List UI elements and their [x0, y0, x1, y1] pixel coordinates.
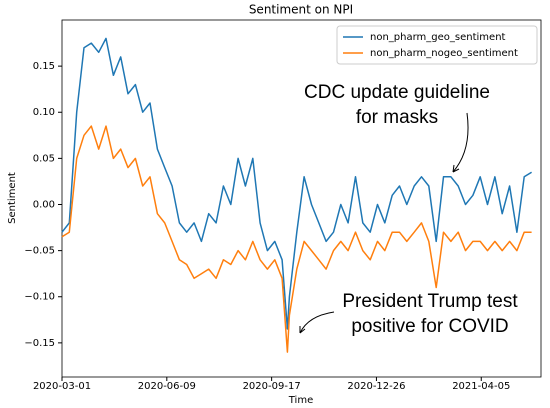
chart-title: Sentiment on NPI — [249, 3, 353, 17]
legend-label: non_pharm_nogeo_sentiment — [370, 48, 518, 59]
plot-area — [61, 19, 542, 378]
annotation-arrowhead — [452, 164, 460, 173]
y-tick-label: −0.15 — [24, 338, 55, 349]
y-tick-label: 0.05 — [33, 153, 55, 164]
x-axis-label: Time — [288, 395, 313, 406]
annotation: positive for COVID — [351, 316, 508, 337]
y-tick-label: 0.00 — [33, 199, 55, 210]
annotation: for masks — [356, 107, 438, 128]
y-axis-label: Sentiment — [7, 172, 18, 224]
y-tick-label: 0.10 — [33, 107, 55, 118]
annotation: President Trump test — [342, 291, 518, 312]
line-series — [61, 125, 532, 353]
x-tick-label: 2020-06-09 — [138, 381, 196, 392]
annotation-arrow — [299, 311, 335, 334]
y-tick-label: 0.15 — [33, 61, 55, 72]
y-tick-label: −0.05 — [24, 246, 55, 257]
legend-label: non_pharm_geo_sentiment — [370, 32, 506, 43]
x-tick-label: 2021-04-05 — [452, 381, 510, 392]
y-tick-label: −0.10 — [24, 292, 55, 303]
x-tick-label: 2020-03-01 — [33, 381, 91, 392]
line-series — [61, 37, 532, 330]
annotation: CDC update guideline — [304, 82, 490, 103]
annotation-arrowhead — [299, 326, 306, 334]
x-tick-label: 2020-09-17 — [243, 381, 301, 392]
x-tick-label: 2020-12-26 — [347, 381, 405, 392]
legend-box — [336, 25, 538, 65]
annotation-arrow — [452, 112, 469, 173]
